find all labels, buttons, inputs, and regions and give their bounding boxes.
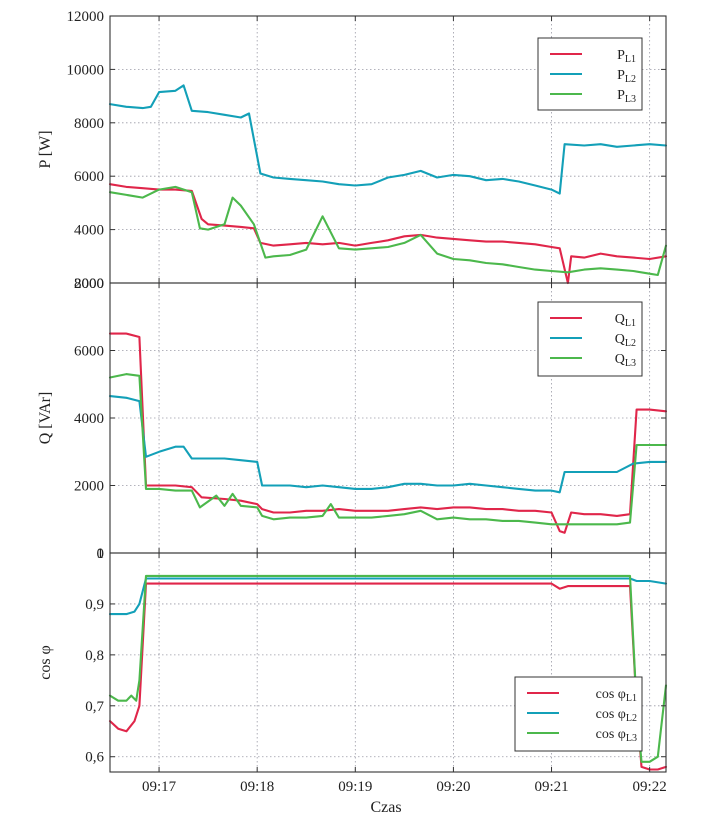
y-tick-label: 0,7 xyxy=(85,699,104,715)
y-tick-label: 0,6 xyxy=(85,750,104,766)
x-axis-label: Czas xyxy=(370,799,401,816)
series-line-l2 xyxy=(108,84,668,195)
y-tick-label: 2000 xyxy=(74,276,104,292)
y-tick-label: 4000 xyxy=(74,411,104,427)
y-tick-label: 6000 xyxy=(74,344,104,360)
y-tick-label: 8000 xyxy=(74,116,104,132)
y-tick-label: 0,8 xyxy=(85,648,104,664)
x-tick-label: 09:21 xyxy=(534,779,568,795)
y-tick-label: 2000 xyxy=(74,479,104,495)
series-line-l2 xyxy=(108,395,668,494)
y-axis-label: cos φ xyxy=(37,645,54,680)
y-tick-label: 0,9 xyxy=(85,597,104,613)
plot-frame xyxy=(109,552,667,773)
y-tick-label: 8000 xyxy=(74,276,104,292)
y-tick-label: 6000 xyxy=(74,169,104,185)
y-tick-label: 4000 xyxy=(74,223,104,239)
x-tick-label: 09:17 xyxy=(142,779,177,795)
series-line-l3 xyxy=(108,373,668,526)
x-tick-label: 09:22 xyxy=(633,779,667,795)
y-tick-label: 0 xyxy=(97,546,105,562)
x-tick-label: 09:20 xyxy=(436,779,470,795)
series-line-l1 xyxy=(108,183,668,285)
y-axis-label: P [W] xyxy=(37,130,54,168)
y-axis-label: Q [VAr] xyxy=(37,392,54,445)
y-tick-label: 10000 xyxy=(67,62,105,78)
x-tick-label: 09:18 xyxy=(240,779,274,795)
y-tick-label: 12000 xyxy=(67,9,105,25)
y-tick-label: 1 xyxy=(97,546,105,562)
x-tick-label: 09:19 xyxy=(338,779,372,795)
series-line-l3 xyxy=(108,185,668,277)
series-line-l1 xyxy=(108,332,668,534)
